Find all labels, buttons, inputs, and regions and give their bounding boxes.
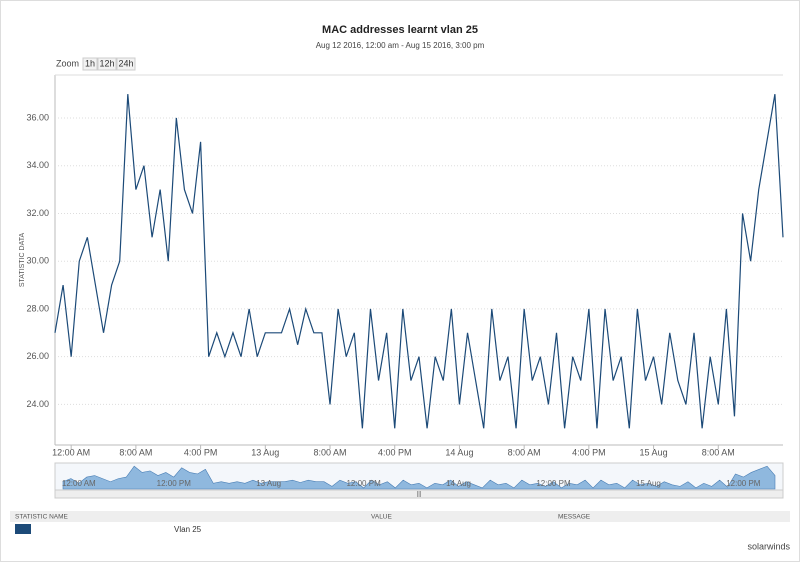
- navigator-area: [62, 465, 776, 490]
- scrollbar[interactable]: [54, 489, 784, 499]
- table-header-label: STATISTIC NAME: [15, 514, 69, 521]
- zoom-button-label: 1h: [85, 58, 95, 68]
- y-tick-label: 36.00: [26, 112, 49, 122]
- y-tick-label: 30.00: [26, 256, 49, 266]
- brand: solarwinds: [747, 541, 790, 551]
- zoom-button[interactable]: [97, 57, 117, 71]
- y-tick-label: 24.00: [26, 399, 49, 409]
- x-tick-label: 13 Aug: [251, 447, 279, 457]
- x-tick-label: 12:00 AM: [52, 447, 90, 457]
- y-tick-label: 34.00: [26, 160, 49, 170]
- x-tick-label: 4:00 PM: [184, 447, 218, 457]
- x-tick-label: 8:00 AM: [508, 447, 541, 457]
- x-tick-label: 8:00 AM: [702, 447, 735, 457]
- table-header-label: VALUE: [371, 514, 392, 521]
- x-tick-label: 8:00 AM: [119, 447, 152, 457]
- x-tick-label: 14 Aug: [445, 447, 473, 457]
- navigator-label: 12:00 PM: [346, 479, 381, 488]
- row-name: Vlan 25: [174, 525, 202, 534]
- y-axis-label: STATISTIC DATA: [19, 233, 26, 288]
- zoom-button-label: 12h: [99, 58, 114, 68]
- line-series: [54, 93, 784, 429]
- y-tick-label: 26.00: [26, 351, 49, 361]
- navigator-label: 12:00 PM: [536, 479, 571, 488]
- navigator-label: 14 Aug: [446, 479, 471, 488]
- chart-title: MAC addresses learnt vlan 25: [322, 24, 478, 36]
- navigator-label: 13 Aug: [256, 479, 281, 488]
- legend-swatch: [15, 524, 31, 534]
- chart-subtitle: Aug 12 2016, 12:00 am - Aug 15 2016, 3:0…: [316, 41, 485, 50]
- zoom-button[interactable]: [82, 57, 98, 71]
- x-tick-label: 8:00 AM: [314, 447, 347, 457]
- navigator-label: 15 Aug: [636, 479, 661, 488]
- table-header: [10, 511, 790, 522]
- zoom-button[interactable]: [116, 57, 136, 71]
- scroll-grip: |||: [417, 492, 422, 498]
- x-tick-label: 4:00 PM: [572, 447, 606, 457]
- zoom-button-label: 24h: [118, 58, 133, 68]
- x-tick-label: 4:00 PM: [378, 447, 412, 457]
- x-tick-label: 15 Aug: [640, 447, 668, 457]
- y-tick-label: 28.00: [26, 303, 49, 313]
- table-header-label: MESSAGE: [558, 514, 591, 521]
- y-tick-label: 32.00: [26, 208, 49, 218]
- navigator-label: 12:00 PM: [157, 479, 192, 488]
- navigator-label: 12:00 PM: [726, 479, 761, 488]
- navigator-label: 12:00 AM: [62, 479, 96, 488]
- zoom-label: Zoom: [56, 58, 79, 68]
